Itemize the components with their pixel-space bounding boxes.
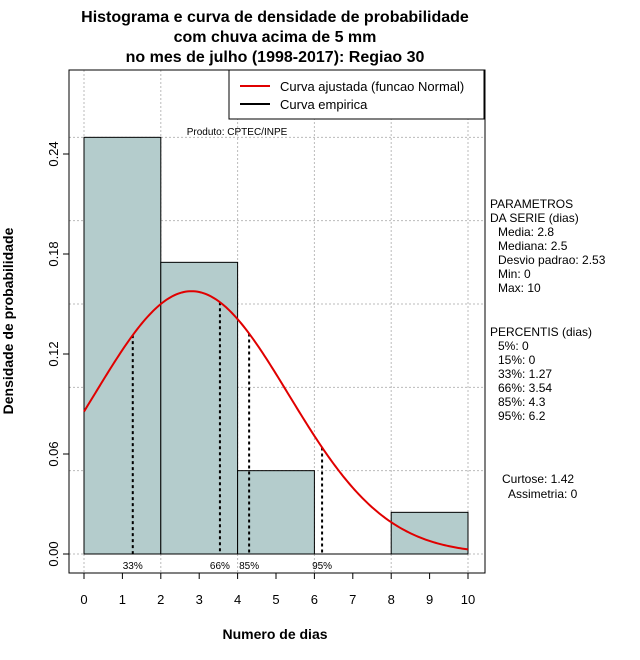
x-axis: 0 1 2 3 4 5 6 7 8 9 10 bbox=[80, 572, 475, 607]
params-header-line-2: DA SERIE (dias) bbox=[490, 211, 579, 225]
x-tick-label: 9 bbox=[426, 592, 433, 607]
percentile-5: 5%: 0 bbox=[498, 339, 529, 353]
histogram-bar bbox=[160, 261, 239, 555]
percentile-label: 85% bbox=[239, 561, 259, 572]
percentile-label: 66% bbox=[210, 561, 230, 572]
histogram-bars bbox=[83, 136, 469, 555]
histogram-bar bbox=[237, 470, 315, 555]
percentiles-header: PERCENTIS (dias) bbox=[490, 325, 592, 339]
param-min: Min: 0 bbox=[498, 267, 531, 281]
histogram-bar bbox=[83, 136, 162, 555]
x-tick-label: 8 bbox=[388, 592, 395, 607]
y-axis-title: Densidade de probabilidade bbox=[0, 227, 16, 414]
y-axis: 0.00 0.06 0.12 0.18 0.24 bbox=[46, 141, 70, 567]
percentile-lines: 33% 66% 85% 95% bbox=[123, 302, 332, 572]
x-tick-label: 5 bbox=[272, 592, 279, 607]
percentile-85: 85%: 4.3 bbox=[498, 395, 546, 409]
skewness-value: Assimetria: 0 bbox=[508, 487, 578, 501]
x-tick-label: 3 bbox=[196, 592, 203, 607]
legend-label-empirical: Curva empirica bbox=[280, 97, 368, 112]
y-tick-label: 0.06 bbox=[46, 441, 61, 466]
fitted-normal-curve bbox=[83, 290, 469, 551]
percentile-15: 15%: 0 bbox=[498, 353, 536, 367]
y-tick-label: 0.24 bbox=[46, 141, 61, 166]
x-tick-label: 10 bbox=[461, 592, 475, 607]
x-tick-label: 2 bbox=[157, 592, 164, 607]
chart-title-line-3: no mes de julho (1998-2017): Regiao 30 bbox=[126, 49, 425, 66]
y-tick-label: 0.18 bbox=[46, 241, 61, 266]
x-tick-label: 0 bbox=[80, 592, 87, 607]
legend-label-fitted: Curva ajustada (funcao Normal) bbox=[280, 79, 464, 94]
param-max: Max: 10 bbox=[498, 281, 541, 295]
param-mean: Media: 2.8 bbox=[498, 225, 554, 239]
y-tick-label: 0.00 bbox=[46, 541, 61, 566]
percentile-label: 95% bbox=[312, 561, 332, 572]
params-header-line-1: PARAMETROS bbox=[490, 197, 573, 211]
percentile-66: 66%: 3.54 bbox=[498, 381, 552, 395]
legend: Curva ajustada (funcao Normal) Curva emp… bbox=[228, 69, 485, 120]
x-tick-label: 4 bbox=[234, 592, 241, 607]
percentiles-panel: PERCENTIS (dias) 5%: 0 15%: 0 33%: 1.27 … bbox=[490, 325, 592, 423]
percentile-95: 95%: 6.2 bbox=[498, 409, 546, 423]
chart-title-line-2: com chuva acima de 5 mm bbox=[174, 29, 377, 46]
chart-title-line-1: Histograma e curva de densidade de proba… bbox=[81, 9, 469, 26]
x-axis-title: Numero de dias bbox=[222, 626, 327, 642]
legend-box bbox=[228, 69, 485, 120]
y-tick-label: 0.12 bbox=[46, 341, 61, 366]
percentile-33: 33%: 1.27 bbox=[498, 367, 552, 381]
x-tick-label: 6 bbox=[311, 592, 318, 607]
x-tick-label: 7 bbox=[349, 592, 356, 607]
x-tick-label: 1 bbox=[119, 592, 126, 607]
param-median: Mediana: 2.5 bbox=[498, 239, 568, 253]
series-parameters: PARAMETROS DA SERIE (dias) Media: 2.8 Me… bbox=[490, 197, 606, 295]
percentile-label: 33% bbox=[123, 561, 143, 572]
param-stddev: Desvio padrao: 2.53 bbox=[498, 253, 606, 267]
kurtosis-value: Curtose: 1.42 bbox=[502, 472, 574, 486]
product-label: Produto: CPTEC/INPE bbox=[187, 127, 288, 138]
